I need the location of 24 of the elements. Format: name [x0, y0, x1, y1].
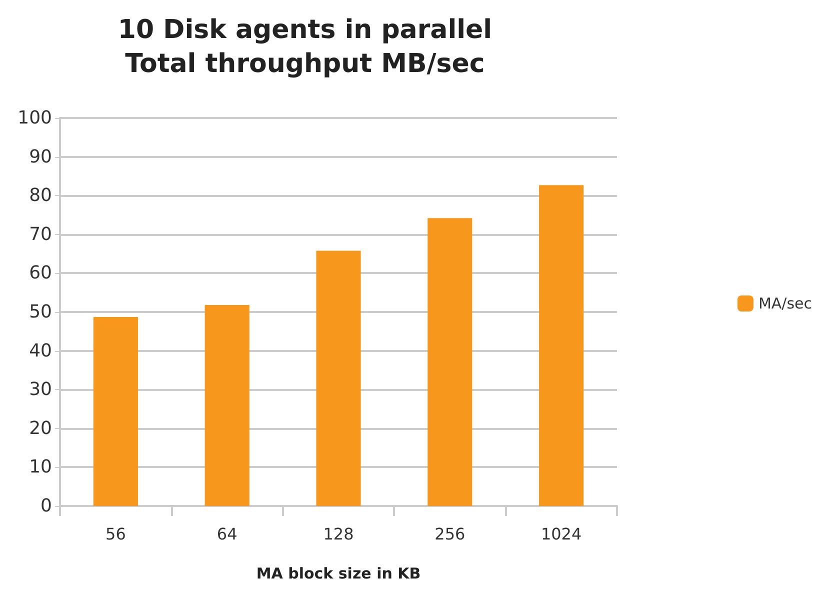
legend-label: MA/sec [758, 294, 812, 312]
y-tick-label: 20 [29, 418, 52, 439]
bar [428, 218, 472, 506]
bar [93, 317, 138, 506]
x-axis-title: MA block size in KB [256, 564, 421, 582]
y-tick-label: 0 [40, 496, 52, 516]
y-tick-label: 90 [29, 146, 52, 168]
y-tick-label: 60 [29, 262, 52, 284]
y-tick-label: 10 [29, 456, 52, 478]
x-tick-label: 256 [434, 524, 466, 544]
bar [316, 250, 361, 506]
y-tick-label: 50 [29, 302, 52, 322]
y-tick-label: 70 [29, 224, 52, 245]
x-tick-label: 1024 [540, 524, 582, 544]
chart-title: 10 Disk agents in parallel Total throughput MB/sec [118, 15, 492, 79]
bar [539, 185, 584, 506]
y-tick-label: 100 [18, 108, 52, 128]
x-tick-label: 128 [323, 524, 354, 544]
x-tick-label: 64 [216, 524, 238, 544]
y-tick-label: 30 [29, 379, 52, 400]
x-tick-label: 56 [106, 524, 126, 544]
y-tick-label: 80 [29, 185, 52, 206]
bar [204, 305, 250, 506]
y-tick-label: 40 [29, 340, 52, 362]
